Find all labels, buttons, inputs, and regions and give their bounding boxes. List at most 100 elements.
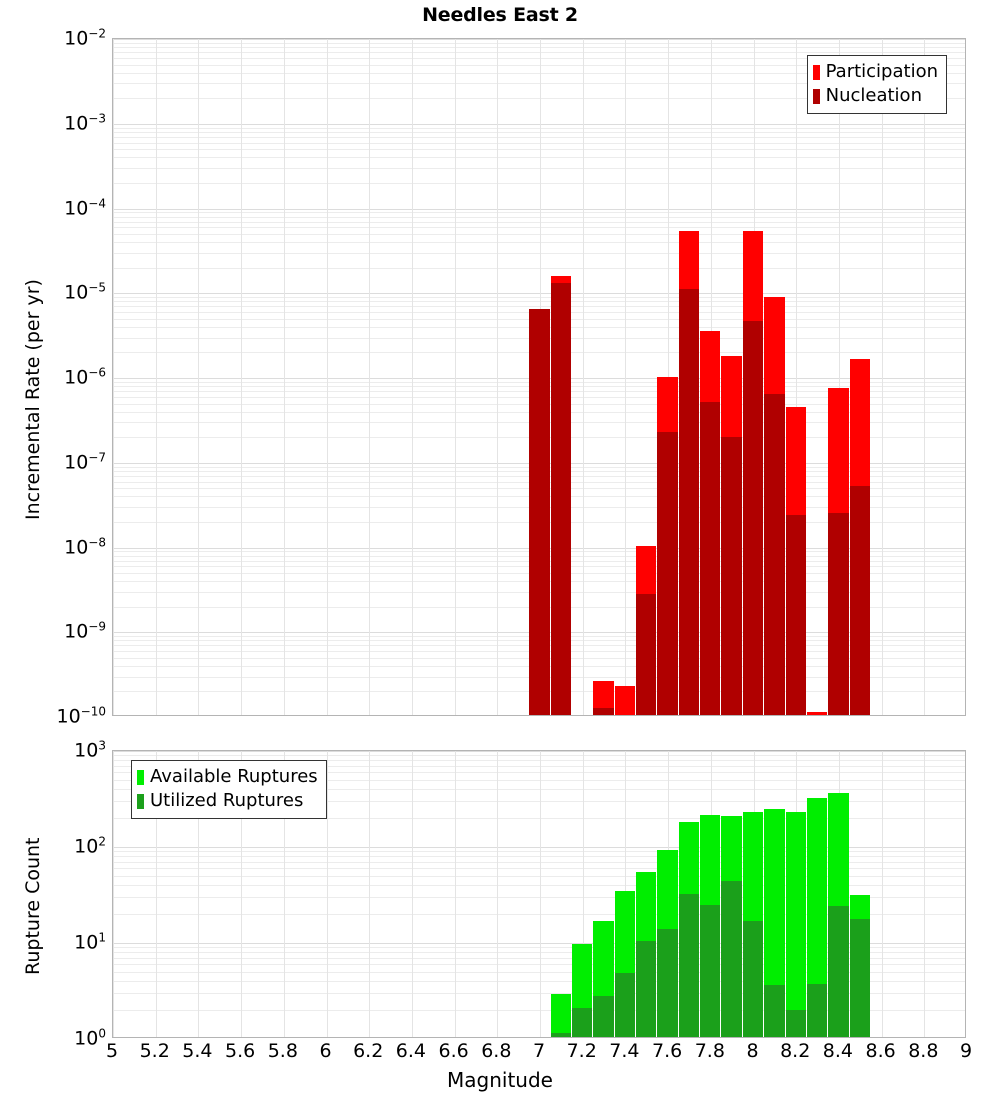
- utilized-ruptures-segment: [828, 906, 849, 1037]
- y-tick--2: 10−2: [64, 26, 106, 50]
- nucleation-segment: [636, 593, 656, 715]
- nucleation-segment: [593, 708, 614, 715]
- y-tick-3: 103: [74, 738, 106, 762]
- bar-rupture-count-7.1: [551, 751, 571, 1037]
- utilized-ruptures-segment: [615, 973, 635, 1037]
- nucleation-segment: [764, 393, 785, 715]
- x-tick-7.4: 7.4: [609, 1040, 640, 1062]
- x-tick-7.2: 7.2: [566, 1040, 597, 1062]
- bottom-y-axis-title: Rupture Count: [22, 837, 44, 976]
- x-tick-5.6: 5.6: [224, 1040, 256, 1062]
- x-tick-6.2: 6.2: [353, 1040, 384, 1062]
- participation-segment: [807, 711, 827, 715]
- page-title: Needles East 2: [422, 4, 578, 26]
- bar-rupture-count-8.5: [850, 751, 870, 1037]
- bar-rupture-count-8: [743, 751, 763, 1037]
- x-tick-6.8: 6.8: [481, 1040, 512, 1062]
- utilized-ruptures-segment: [850, 918, 870, 1037]
- bar-incremental-rate-7.7: [679, 39, 699, 715]
- y-tick--5: 10−5: [64, 280, 106, 304]
- y-tick--9: 10−9: [64, 619, 106, 643]
- x-tick-6: 6: [319, 1040, 332, 1062]
- legend-item-participation: Participation: [812, 60, 938, 84]
- nucleation-segment: [700, 402, 720, 715]
- legend-item-nucleation: Nucleation: [812, 84, 938, 108]
- bar-rupture-count-7: [529, 751, 550, 1037]
- bar-incremental-rate-8.1: [764, 39, 785, 715]
- y-tick--6: 10−6: [64, 365, 106, 389]
- bar-incremental-rate-8.5: [850, 39, 870, 715]
- bar-incremental-rate-7.4: [615, 39, 635, 715]
- y-tick--3: 10−3: [64, 111, 106, 135]
- x-tick-8.8: 8.8: [908, 1040, 939, 1062]
- y-tick--4: 10−4: [64, 195, 106, 220]
- nucleation-segment: [743, 320, 763, 715]
- bar-incremental-rate-7.6: [657, 39, 678, 715]
- bottom-bar-series: [113, 751, 965, 1037]
- y-tick-0: 100: [74, 1026, 106, 1050]
- utilized-ruptures-segment: [786, 1010, 806, 1037]
- x-tick-7: 7: [532, 1040, 546, 1062]
- utilized-ruptures-segment: [807, 983, 827, 1037]
- available-ruptures-segment: [764, 809, 785, 1037]
- y-tick--8: 10−8: [64, 534, 106, 559]
- bar-incremental-rate-8.2: [786, 39, 806, 715]
- bar-incremental-rate-7: [529, 39, 550, 715]
- legend-label-available-ruptures: Available Ruptures: [150, 766, 318, 787]
- utilized-ruptures-segment: [700, 904, 720, 1037]
- y-tick--7: 10−7: [64, 450, 106, 474]
- bar-incremental-rate-8.4: [828, 39, 849, 715]
- x-tick-5.8: 5.8: [267, 1040, 298, 1062]
- utilized-ruptures-segment: [657, 928, 678, 1037]
- nucleation-segment: [529, 308, 550, 715]
- x-tick-8.4: 8.4: [822, 1040, 853, 1062]
- legend-label-utilized-ruptures: Utilized Ruptures: [150, 790, 304, 811]
- nucleation-segment: [551, 283, 571, 715]
- legend-label-participation: Participation: [825, 61, 938, 82]
- utilized-ruptures-segment: [636, 941, 656, 1037]
- y-tick-2: 102: [74, 834, 106, 858]
- x-tick-5.2: 5.2: [139, 1040, 170, 1062]
- x-axis-tick-labels: 5 5.2 5.4 5.6 5.8 6 6.2 6.4 6.6 6.8 7 7.2 7.4 7.6 7.8 8…: [106, 1040, 972, 1066]
- bar-rupture-count-7.8: [700, 751, 720, 1037]
- top-bar-series: [113, 39, 965, 715]
- utilized-ruptures-segment: [593, 995, 614, 1037]
- x-tick-5: 5: [105, 1040, 119, 1062]
- utilized-ruptures-segment: [551, 1033, 571, 1037]
- x-tick-8.2: 8.2: [780, 1040, 811, 1062]
- nucleation-segment: [786, 514, 806, 715]
- participation-segment: [615, 685, 635, 715]
- nucleation-swatch-icon: [812, 88, 820, 104]
- bottom-legend: Available Ruptures Utilized Ruptures: [131, 760, 327, 819]
- x-tick-8.6: 8.6: [865, 1040, 896, 1062]
- bar-rupture-count-8.4: [828, 751, 849, 1037]
- legend-item-utilized-ruptures: Utilized Ruptures: [137, 789, 318, 813]
- bar-incremental-rate-8.3: [807, 39, 827, 715]
- utilized-ruptures-swatch-icon: [137, 793, 144, 809]
- x-tick-7.8: 7.8: [694, 1040, 725, 1062]
- bar-rupture-count-8.2: [786, 751, 806, 1037]
- nucleation-segment: [679, 289, 699, 715]
- bar-incremental-rate-7.3: [593, 39, 614, 715]
- utilized-ruptures-segment: [764, 984, 785, 1037]
- bar-incremental-rate-7.5: [636, 39, 656, 715]
- nucleation-segment: [850, 486, 870, 715]
- top-legend: Participation Nucleation: [806, 55, 947, 114]
- x-tick-5.4: 5.4: [182, 1040, 213, 1062]
- bar-rupture-count-7.6: [657, 751, 678, 1037]
- utilized-ruptures-segment: [572, 1008, 592, 1037]
- available-ruptures-segment: [786, 812, 806, 1037]
- top-y-tick-labels: 10−2 10−3 10−4 10−5 10−6 10−7 10−8 10−9 10−10: [0, 26, 106, 727]
- y-tick--10: 10−10: [56, 704, 106, 728]
- available-ruptures-swatch-icon: [137, 769, 144, 785]
- bar-rupture-count-8.3: [807, 751, 827, 1037]
- available-ruptures-segment: [551, 994, 571, 1037]
- utilized-ruptures-segment: [721, 881, 742, 1037]
- participation-segment: [593, 681, 614, 715]
- incremental-rate-plot: Participation Nucleation: [112, 38, 966, 716]
- utilized-ruptures-segment: [679, 893, 699, 1037]
- nucleation-segment: [828, 513, 849, 715]
- bar-rupture-count-8.1: [764, 751, 785, 1037]
- nucleation-segment: [721, 437, 742, 715]
